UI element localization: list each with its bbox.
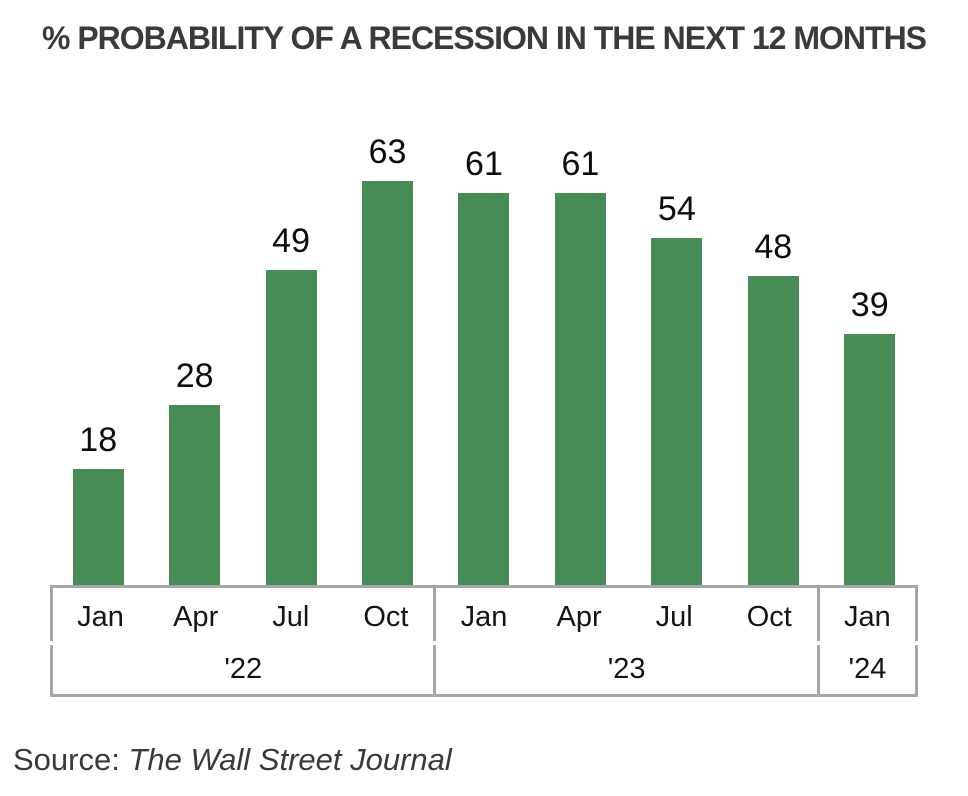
month-label: Jan — [433, 588, 531, 641]
bar — [169, 405, 221, 585]
month-label: Jul — [655, 601, 693, 633]
year-label: '22 — [50, 645, 433, 694]
bar-slot: 61 — [436, 135, 532, 585]
bar — [72, 469, 124, 585]
source-name: The Wall Street Journal — [128, 742, 452, 777]
bar-value-label: 49 — [272, 222, 310, 260]
year-label: '23 — [433, 645, 816, 694]
bar-value-label: 48 — [754, 228, 793, 267]
plot-area: 18 28 49 63 61 61 54 48 39 — [50, 135, 918, 585]
month-label: Oct — [746, 601, 792, 633]
month-label: Oct — [363, 601, 409, 633]
month-label: Apr — [173, 601, 219, 633]
bar-value-label: 54 — [657, 189, 696, 228]
source-credit: Source: The Wall Street Journal — [13, 742, 452, 778]
bar-slot: 18 — [50, 135, 146, 585]
bar-slot: 39 — [822, 135, 918, 585]
month-label-row: Jan Apr Jul Oct Jan Apr Jul Oct Jan — [50, 585, 918, 641]
year-label: '24 — [816, 645, 918, 694]
bar — [554, 192, 606, 585]
bar-value-label: 39 — [850, 286, 889, 325]
bar — [844, 334, 896, 585]
bar-slot: 48 — [725, 135, 821, 585]
bar-slot: 28 — [146, 135, 242, 585]
year-label-row: '22'23'24 — [50, 645, 918, 697]
bar-value-label: 61 — [465, 144, 503, 183]
bar-slot: 54 — [629, 135, 725, 585]
month-label: Jan — [50, 588, 148, 641]
category-axis: Jan Apr Jul Oct Jan Apr Jul Oct Jan '22'23'24 — [50, 585, 918, 697]
month-label: Jan — [816, 588, 918, 641]
chart-title: % PROBABILITY OF A RECESSION IN THE NEXT… — [41, 20, 927, 56]
bar — [747, 276, 799, 585]
bar-value-label: 28 — [175, 357, 214, 395]
bar — [265, 270, 317, 585]
bar-value-label: 63 — [368, 133, 407, 171]
bar-slot: 63 — [339, 135, 435, 585]
bar — [458, 192, 510, 585]
bar-value-label: 61 — [561, 144, 600, 183]
bar — [362, 181, 414, 585]
bar — [651, 237, 703, 585]
month-label: Jul — [272, 601, 310, 633]
source-prefix: Source: — [13, 742, 129, 777]
bar-value-label: 18 — [79, 421, 118, 460]
month-label: Apr — [556, 601, 602, 633]
bar-slot: 61 — [532, 135, 628, 585]
bar-slot: 49 — [243, 135, 339, 585]
